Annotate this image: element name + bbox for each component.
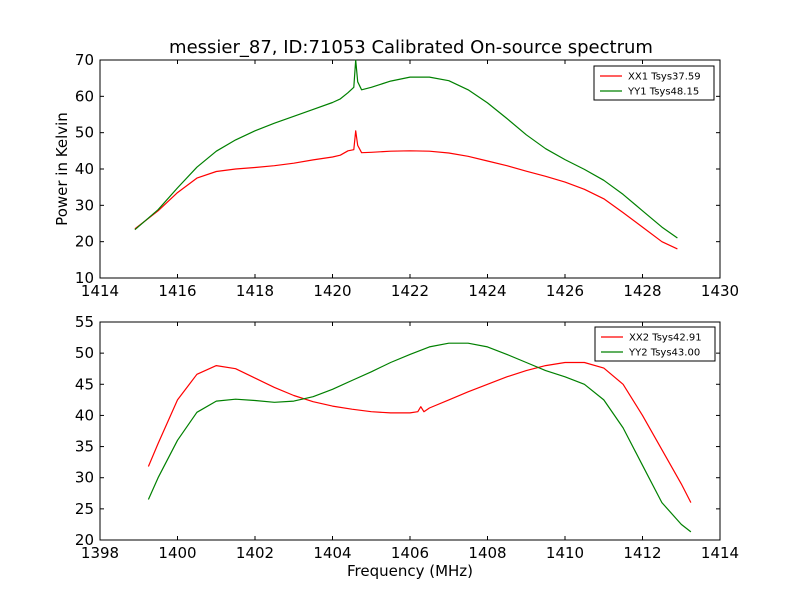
x-tick-label: 1422 (391, 282, 429, 300)
x-tick-label: 1416 (158, 282, 196, 300)
x-tick-label: 1410 (546, 544, 584, 562)
y-tick-label: 45 (75, 375, 94, 393)
x-tick-label: 1414 (81, 282, 119, 300)
x-tick-label: 1420 (313, 282, 351, 300)
legend-label: YY2 Tsys43.00 (628, 348, 700, 359)
y-tick-label: 40 (75, 160, 94, 178)
x-tick-label: 1408 (468, 544, 506, 562)
x-tick-label: 1404 (313, 544, 351, 562)
y-tick-label: 70 (75, 51, 94, 69)
x-tick-label: 1430 (701, 282, 739, 300)
y-tick-label: 30 (75, 196, 94, 214)
x-tick-label: 1418 (236, 282, 274, 300)
legend-label: YY1 Tsys48.15 (627, 87, 699, 98)
figure-title: messier_87, ID:71053 Calibrated On-sourc… (169, 37, 653, 58)
series-line-xx1 (134, 130, 678, 250)
y-tick-label: 25 (75, 500, 94, 518)
series-line-xx2 (147, 361, 692, 503)
y-tick-label: 10 (75, 269, 94, 287)
bottom-spectrum-plot: 1398 1400 1402 1404 1406 1408 1410 1412 1414 20 25… (75, 313, 739, 580)
top-spectrum-plot: 1414 1416 1418 1420 1422 1424 1426 1428 1430 10 20… (53, 51, 739, 300)
x-tick-label: 1400 (158, 544, 196, 562)
legend-box (594, 326, 716, 362)
x-tick-label: 1402 (236, 544, 274, 562)
x-tick-label: 1412 (623, 544, 661, 562)
series-line-yy2 (147, 342, 692, 533)
legend-box (593, 65, 715, 101)
y-tick-label: 55 (75, 313, 94, 331)
x-tick-label: 1426 (546, 282, 584, 300)
y-tick-label: 30 (75, 469, 94, 487)
x-axis-label: Frequency (MHz) (347, 562, 473, 580)
x-tick-label: 1424 (468, 282, 506, 300)
legend-label: XX1 Tsys37.59 (628, 72, 701, 83)
series-line-yy1 (134, 59, 678, 239)
x-tick-label: 1414 (701, 544, 739, 562)
y-tick-label: 20 (75, 531, 94, 549)
y-axis-label: Power in Kelvin (53, 112, 71, 226)
x-tick-label: 1406 (391, 544, 429, 562)
legend-label: XX2 Tsys42.91 (629, 333, 702, 344)
x-tick-label: 1428 (623, 282, 661, 300)
y-tick-label: 40 (75, 406, 94, 424)
y-tick-label: 20 (75, 233, 94, 251)
y-tick-label: 50 (75, 124, 94, 142)
y-tick-label: 35 (75, 438, 94, 456)
x-tick-label: 1398 (81, 544, 119, 562)
y-tick-label: 50 (75, 344, 94, 362)
y-tick-label: 60 (75, 87, 94, 105)
